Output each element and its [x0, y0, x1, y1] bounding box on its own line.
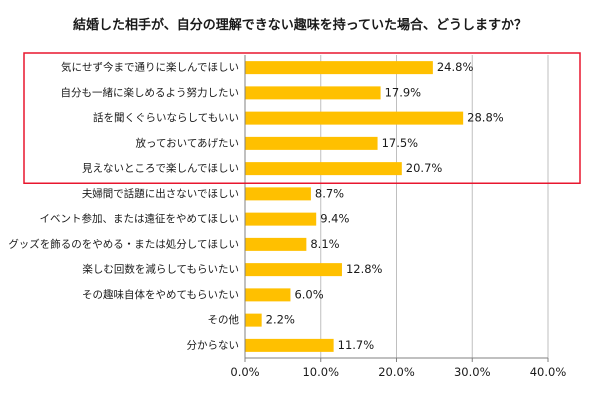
value-label-7: 8.1%	[310, 237, 339, 251]
category-label-2: 話を聞くぐらいならしてもいい	[93, 111, 239, 124]
value-label-0: 24.8%	[437, 60, 474, 74]
category-label-4: 見えないところで楽しんでほしい	[82, 162, 239, 175]
bar-11	[245, 338, 334, 352]
highlight-box	[23, 52, 581, 184]
bar-0	[245, 61, 433, 75]
value-label-9: 6.0%	[294, 287, 323, 301]
bar-3	[245, 136, 378, 150]
value-label-11: 11.7%	[338, 338, 375, 352]
x-tick-label-0: 0.0%	[230, 365, 259, 379]
value-label-6: 9.4%	[320, 212, 349, 226]
x-tick-label-1: 10.0%	[302, 365, 339, 379]
bar-9	[245, 288, 291, 302]
category-label-8: 楽しむ回数を減らしてもらいたい	[82, 263, 239, 276]
value-label-4: 20.7%	[406, 161, 443, 175]
category-label-7: グッズを飾るのをやめる・または処分してほしい	[8, 237, 239, 250]
category-label-6: イベント参加、または遠征をやめてほしい	[40, 212, 240, 225]
bar-8	[245, 263, 342, 277]
category-label-10: その他	[208, 313, 240, 326]
x-tick-label-4: 40.0%	[530, 365, 567, 379]
x-tick-label-2: 20.0%	[378, 365, 415, 379]
value-label-10: 2.2%	[266, 313, 295, 327]
category-label-5: 夫婦間で話題に出さないでほしい	[82, 187, 239, 200]
value-label-5: 8.7%	[315, 186, 344, 200]
value-label-2: 28.8%	[467, 111, 504, 125]
bar-2	[245, 111, 464, 125]
category-label-0: 気にせず今まで通りに楽しんでほしい	[61, 61, 239, 74]
bar-4	[245, 162, 402, 176]
category-label-3: 放っておいてあげたい	[135, 136, 239, 149]
value-label-1: 17.9%	[385, 85, 422, 99]
bar-7	[245, 237, 307, 251]
bar-6	[245, 212, 317, 226]
category-label-1: 自分も一緒に楽しめるよう努力したい	[61, 86, 240, 99]
value-label-8: 12.8%	[346, 262, 383, 276]
x-tick-label-3: 30.0%	[454, 365, 491, 379]
bar-1	[245, 86, 381, 100]
category-label-9: その趣味自体をやめてもらいたい	[82, 288, 239, 301]
value-label-3: 17.5%	[382, 136, 419, 150]
bar-5	[245, 187, 311, 201]
category-label-11: 分からない	[187, 339, 240, 351]
chart-title: 結婚した相手が、自分の理解できない趣味を持っていた場合、どうしますか？	[72, 18, 528, 33]
bar-10	[245, 313, 262, 327]
